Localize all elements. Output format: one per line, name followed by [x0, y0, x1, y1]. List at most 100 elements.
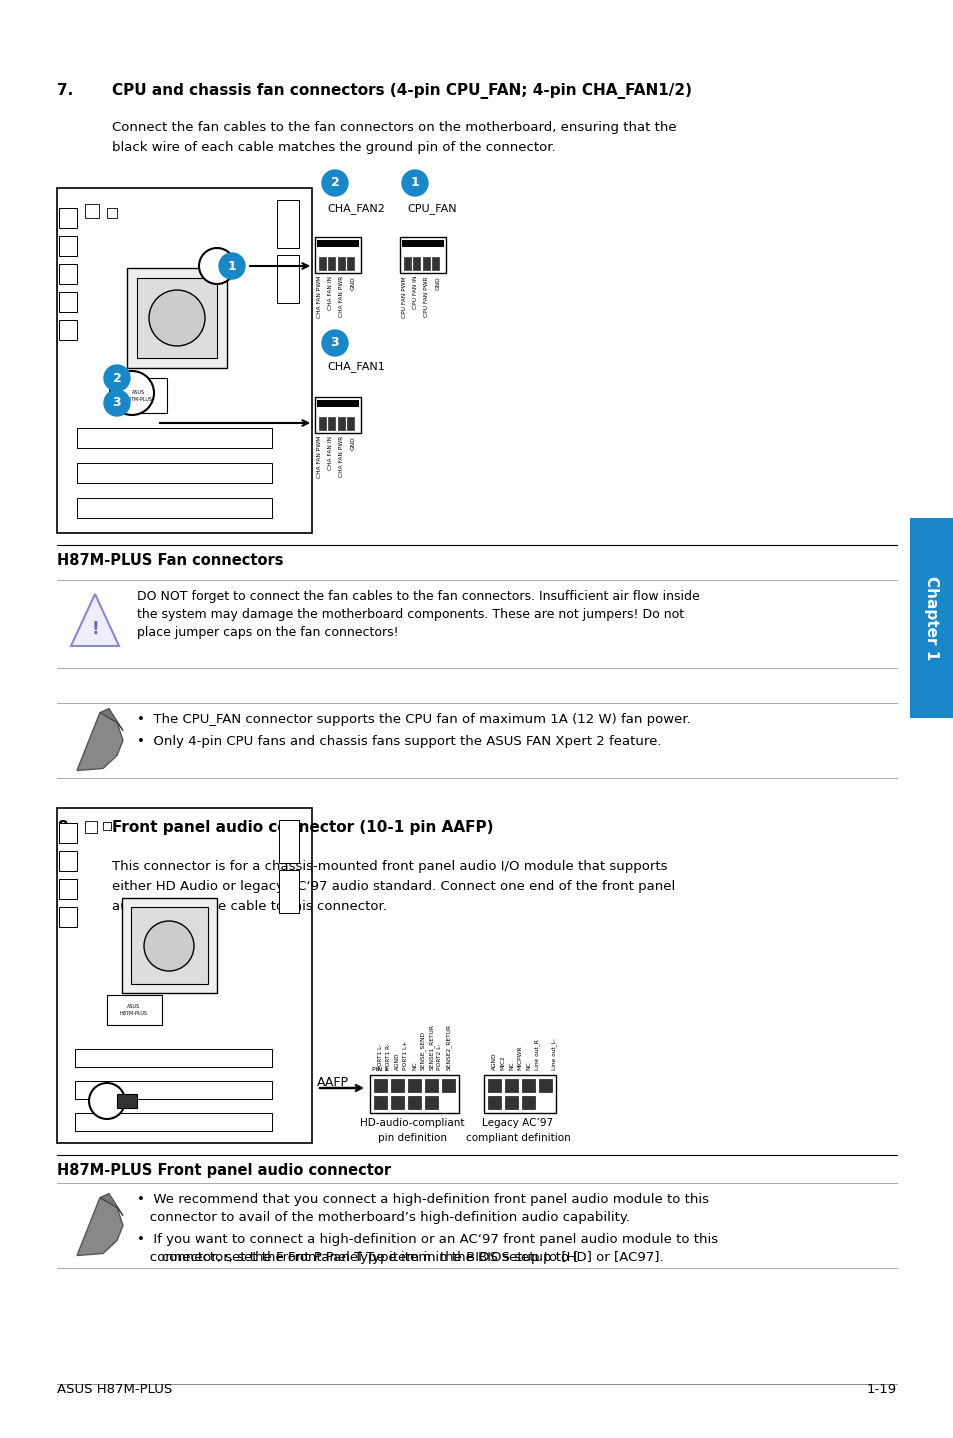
FancyBboxPatch shape: [401, 240, 443, 247]
Text: CPU FAN IN: CPU FAN IN: [413, 276, 418, 309]
Text: CHA FAN PWR: CHA FAN PWR: [339, 436, 344, 477]
Text: AGND: AGND: [492, 1053, 497, 1070]
Circle shape: [110, 371, 153, 416]
Circle shape: [401, 170, 428, 196]
Circle shape: [104, 390, 130, 416]
Text: PORT1 L-: PORT1 L-: [377, 1044, 382, 1070]
Text: GND: GND: [350, 436, 355, 450]
Text: ASUS
H87M-PLUS: ASUS H87M-PLUS: [125, 390, 152, 401]
FancyBboxPatch shape: [75, 1113, 272, 1132]
FancyBboxPatch shape: [314, 237, 360, 273]
Text: PORT1 L+: PORT1 L+: [403, 1041, 408, 1070]
Text: CPU and chassis fan connectors (4-pin CPU_FAN; 4-pin CHA_FAN1/2): CPU and chassis fan connectors (4-pin CP…: [112, 83, 691, 99]
Text: Connect the fan cables to the fan connectors on the motherboard, ensuring that t: Connect the fan cables to the fan connec…: [112, 121, 676, 134]
FancyBboxPatch shape: [441, 1078, 455, 1091]
FancyBboxPatch shape: [278, 820, 298, 863]
FancyBboxPatch shape: [77, 429, 272, 449]
FancyBboxPatch shape: [488, 1078, 500, 1091]
FancyBboxPatch shape: [57, 188, 312, 533]
FancyBboxPatch shape: [424, 1096, 437, 1109]
FancyBboxPatch shape: [112, 378, 167, 413]
Text: place jumper caps on the fan connectors!: place jumper caps on the fan connectors!: [137, 626, 398, 638]
FancyBboxPatch shape: [103, 823, 111, 830]
FancyBboxPatch shape: [909, 518, 953, 718]
FancyBboxPatch shape: [57, 808, 312, 1143]
Text: NC: NC: [525, 1061, 531, 1070]
FancyBboxPatch shape: [59, 907, 77, 928]
Text: PORT2 L-: PORT2 L-: [437, 1044, 442, 1070]
Text: GND: GND: [350, 276, 355, 289]
FancyBboxPatch shape: [422, 257, 430, 270]
Text: audio I/O module cable to this connector.: audio I/O module cable to this connector…: [112, 900, 387, 913]
Text: pin definition: pin definition: [377, 1133, 447, 1143]
Text: SENSE2_RETUR: SENSE2_RETUR: [445, 1024, 451, 1070]
FancyBboxPatch shape: [85, 204, 99, 219]
FancyBboxPatch shape: [347, 417, 354, 430]
FancyBboxPatch shape: [59, 321, 77, 339]
Text: SENSE_SEND: SENSE_SEND: [419, 1031, 425, 1070]
Text: CHA FAN IN: CHA FAN IN: [328, 436, 334, 470]
FancyBboxPatch shape: [408, 1078, 420, 1091]
Circle shape: [322, 170, 348, 196]
Text: •  Only 4-pin CPU fans and chassis fans support the ASUS FAN Xpert 2 feature.: • Only 4-pin CPU fans and chassis fans s…: [137, 735, 660, 748]
FancyBboxPatch shape: [77, 498, 272, 518]
FancyBboxPatch shape: [538, 1078, 552, 1091]
Polygon shape: [100, 709, 123, 731]
Text: GND: GND: [435, 276, 440, 289]
FancyBboxPatch shape: [117, 1094, 137, 1109]
FancyBboxPatch shape: [504, 1078, 517, 1091]
Text: NC: NC: [509, 1061, 514, 1070]
Text: H87M-PLUS Fan connectors: H87M-PLUS Fan connectors: [57, 554, 283, 568]
FancyBboxPatch shape: [318, 257, 326, 270]
FancyBboxPatch shape: [85, 821, 97, 833]
Text: ASUS
H87M-PLUS: ASUS H87M-PLUS: [120, 1004, 148, 1015]
FancyBboxPatch shape: [399, 237, 446, 273]
Text: 7.: 7.: [57, 83, 73, 98]
Text: H87M-PLUS Front panel audio connector: H87M-PLUS Front panel audio connector: [57, 1163, 391, 1178]
FancyBboxPatch shape: [347, 257, 354, 270]
FancyBboxPatch shape: [488, 1096, 500, 1109]
Text: SENSE1_RETUR: SENSE1_RETUR: [428, 1024, 434, 1070]
FancyBboxPatch shape: [137, 278, 216, 358]
Text: Line out_R: Line out_R: [534, 1040, 539, 1070]
Text: 1: 1: [410, 177, 419, 190]
Text: compliant definition: compliant definition: [465, 1133, 570, 1143]
Text: PIN 1: PIN 1: [372, 1067, 388, 1071]
Text: MIC2: MIC2: [500, 1055, 505, 1070]
FancyBboxPatch shape: [59, 851, 77, 871]
FancyBboxPatch shape: [59, 879, 77, 899]
FancyBboxPatch shape: [278, 870, 298, 913]
Text: CHA FAN IN: CHA FAN IN: [328, 276, 334, 311]
Text: Front panel audio connector (10-1 pin AAFP): Front panel audio connector (10-1 pin AA…: [112, 820, 493, 835]
Text: Line out_L-: Line out_L-: [551, 1038, 557, 1070]
FancyBboxPatch shape: [276, 255, 298, 303]
FancyBboxPatch shape: [127, 267, 227, 368]
Text: HD-audio-compliant: HD-audio-compliant: [360, 1117, 464, 1127]
FancyBboxPatch shape: [391, 1078, 403, 1091]
FancyBboxPatch shape: [391, 1096, 403, 1109]
Text: connector, set the Front Panel Type item in the BIOS setup to [HD] or [AC97].: connector, set the Front Panel Type item…: [137, 1251, 663, 1264]
Text: connector, set the Front Panel Type item in the BIOS setup to [: connector, set the Front Panel Type item…: [149, 1251, 578, 1264]
Text: DO NOT forget to connect the fan cables to the fan connectors. Insufficient air : DO NOT forget to connect the fan cables …: [137, 590, 699, 603]
FancyBboxPatch shape: [483, 1076, 556, 1113]
Text: •  We recommend that you connect a high-definition front panel audio module to t: • We recommend that you connect a high-d…: [137, 1194, 708, 1206]
Circle shape: [322, 329, 348, 357]
Text: 2: 2: [112, 371, 121, 384]
Text: 3: 3: [112, 397, 121, 410]
Text: MICPWR: MICPWR: [517, 1045, 522, 1070]
Text: either HD Audio or legacy AC‘97 audio standard. Connect one end of the front pan: either HD Audio or legacy AC‘97 audio st…: [112, 880, 675, 893]
FancyBboxPatch shape: [374, 1078, 387, 1091]
Text: black wire of each cable matches the ground pin of the connector.: black wire of each cable matches the gro…: [112, 141, 555, 154]
Text: CHA FAN PWR: CHA FAN PWR: [339, 276, 344, 318]
Text: !: !: [91, 620, 99, 638]
FancyBboxPatch shape: [413, 257, 420, 270]
FancyBboxPatch shape: [131, 907, 208, 984]
Text: Legacy AC’97: Legacy AC’97: [482, 1117, 553, 1127]
Circle shape: [104, 365, 130, 391]
Text: connector to avail of the motherboard’s high-definition audio capability.: connector to avail of the motherboard’s …: [137, 1211, 629, 1224]
Polygon shape: [71, 594, 119, 646]
Text: CPU_FAN: CPU_FAN: [407, 203, 456, 214]
Text: 8.: 8.: [57, 820, 73, 835]
Text: AAFP: AAFP: [316, 1077, 349, 1090]
Text: ASUS H87M-PLUS: ASUS H87M-PLUS: [57, 1383, 172, 1396]
